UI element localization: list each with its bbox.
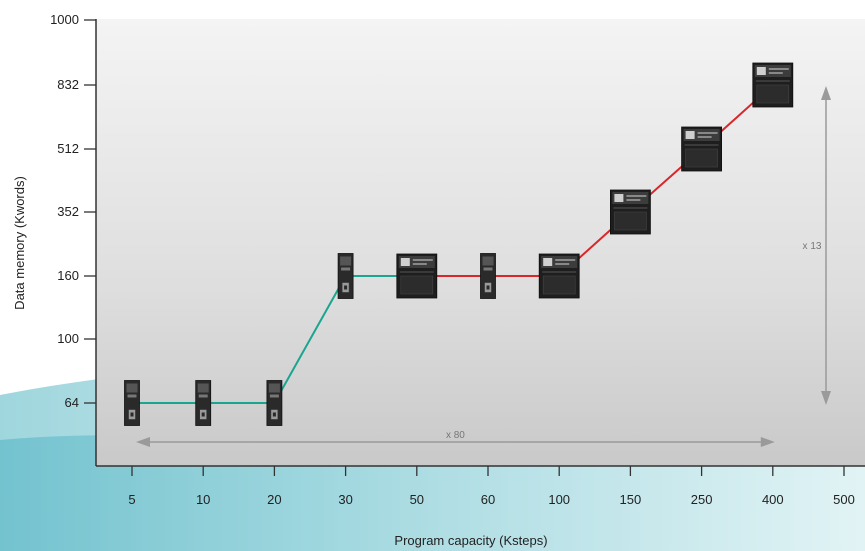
slim-cpu-icon bbox=[337, 253, 354, 299]
left-arrowhead bbox=[136, 437, 150, 447]
slim-cpu-icon bbox=[480, 253, 496, 299]
module-label bbox=[400, 258, 410, 266]
module-face bbox=[685, 148, 718, 168]
wide-cpu-icon bbox=[752, 62, 794, 108]
wide-cpu-icon bbox=[538, 253, 580, 299]
vertical-range-label: x 13 bbox=[803, 241, 822, 252]
module-led-strip bbox=[269, 394, 279, 398]
module-led-strip bbox=[412, 259, 433, 261]
module-port-slot bbox=[344, 285, 348, 290]
slim-cpu-icon bbox=[195, 380, 212, 426]
y-axis-title: Data memory (Kwords) bbox=[12, 176, 27, 310]
slim-cpu-icon bbox=[266, 380, 283, 426]
module-led-strip bbox=[412, 263, 427, 265]
y-tick-label: 100 bbox=[57, 331, 79, 346]
module-led-strip bbox=[768, 68, 789, 70]
x-tick-label: 30 bbox=[338, 492, 352, 507]
module-led-strip bbox=[198, 394, 208, 398]
plot-area bbox=[96, 19, 865, 466]
module-label bbox=[685, 131, 695, 139]
module-led-strip bbox=[697, 136, 712, 138]
x-tick-label: 60 bbox=[481, 492, 495, 507]
module-face bbox=[542, 275, 576, 295]
module-top-panel bbox=[482, 256, 494, 266]
x-tick-label: 20 bbox=[267, 492, 281, 507]
module-led-strip bbox=[626, 195, 647, 197]
y-tick-label: 160 bbox=[57, 268, 79, 283]
module-label bbox=[543, 258, 553, 266]
x-tick-label: 5 bbox=[128, 492, 135, 507]
y-tick-label: 1000 bbox=[50, 12, 79, 27]
module-face bbox=[614, 211, 647, 231]
y-tick-label: 352 bbox=[57, 204, 79, 219]
module-led-strip bbox=[483, 267, 493, 271]
device-icons bbox=[124, 62, 794, 426]
x-tick-label: 100 bbox=[548, 492, 570, 507]
wide-cpu-icon bbox=[396, 253, 438, 299]
module-port-slot bbox=[201, 412, 205, 417]
up-arrowhead bbox=[821, 86, 831, 100]
module-led-strip bbox=[341, 267, 351, 271]
x-tick-label: 250 bbox=[691, 492, 713, 507]
module-top-panel bbox=[126, 383, 138, 393]
x-tick-label: 50 bbox=[410, 492, 424, 507]
x-tick-label: 500 bbox=[833, 492, 855, 507]
slim-cpu-icon bbox=[124, 380, 140, 426]
module-face bbox=[756, 84, 790, 104]
y-axis: 64 100 160 352 512 832 1000 bbox=[50, 12, 96, 410]
y-tick-label: 64 bbox=[65, 395, 79, 410]
module-port-slot bbox=[272, 412, 276, 417]
down-arrowhead bbox=[821, 391, 831, 405]
right-arrowhead bbox=[760, 437, 775, 447]
module-top-panel bbox=[340, 256, 352, 266]
module-led-strip bbox=[626, 199, 641, 201]
x-axis: 5 10 20 30 50 60 100 150 250 400 500 bbox=[128, 466, 855, 507]
module-face bbox=[400, 275, 434, 295]
module-led-strip bbox=[697, 132, 718, 134]
x-tick-label: 400 bbox=[762, 492, 784, 507]
x-tick-label: 10 bbox=[196, 492, 210, 507]
x-axis-title: Program capacity (Ksteps) bbox=[394, 533, 547, 548]
module-led-strip bbox=[768, 72, 783, 74]
module-led-strip bbox=[555, 263, 570, 265]
module-top-panel bbox=[268, 383, 280, 393]
module-label bbox=[614, 194, 624, 202]
module-label bbox=[756, 67, 766, 75]
y-tick-label: 512 bbox=[57, 141, 79, 156]
annotations: x 80 x 13 bbox=[136, 86, 831, 447]
module-port-slot bbox=[130, 412, 134, 417]
x-tick-label: 150 bbox=[620, 492, 642, 507]
horizontal-range-label: x 80 bbox=[446, 430, 465, 441]
module-led-strip bbox=[127, 394, 137, 398]
module-top-panel bbox=[197, 383, 209, 393]
module-port-slot bbox=[486, 285, 490, 290]
y-tick-label: 832 bbox=[57, 77, 79, 92]
wide-cpu-icon bbox=[681, 126, 722, 172]
wide-cpu-icon bbox=[610, 189, 651, 235]
module-led-strip bbox=[555, 259, 576, 261]
